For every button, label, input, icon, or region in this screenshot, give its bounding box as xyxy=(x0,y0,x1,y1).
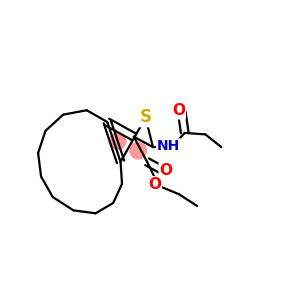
Text: NH: NH xyxy=(157,140,180,154)
Text: O: O xyxy=(148,177,161,192)
Text: S: S xyxy=(140,108,152,126)
Circle shape xyxy=(130,142,146,159)
Text: O: O xyxy=(160,163,173,178)
Text: O: O xyxy=(172,103,185,118)
Circle shape xyxy=(110,133,126,149)
